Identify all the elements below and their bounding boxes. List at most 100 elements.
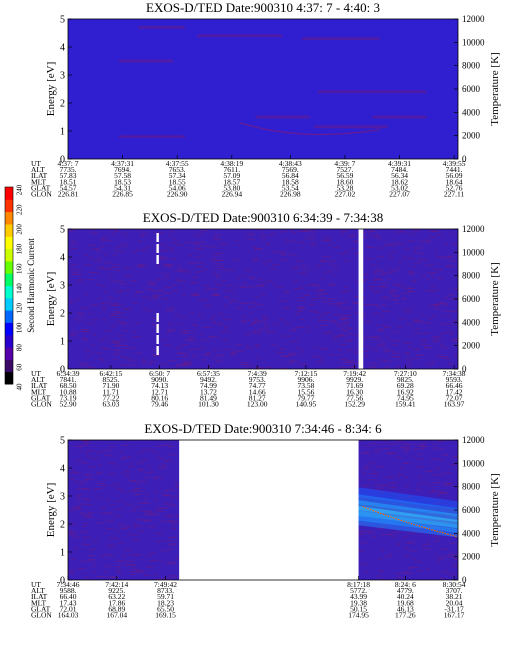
spectral-streak bbox=[344, 306, 353, 308]
spectral-streak bbox=[176, 280, 186, 282]
spectral-streak bbox=[219, 324, 223, 326]
spectral-streak bbox=[297, 230, 304, 232]
spectral-streak bbox=[436, 459, 445, 460]
spectral-streak bbox=[292, 232, 297, 233]
spectral-streak bbox=[110, 342, 118, 344]
spectral-streak bbox=[73, 480, 79, 482]
spectral-streak bbox=[446, 363, 454, 365]
orbit-value: 53.02 bbox=[391, 183, 408, 192]
spectral-streak bbox=[354, 295, 361, 297]
spectral-streak bbox=[369, 362, 378, 364]
spectral-streak bbox=[104, 240, 113, 242]
spectral-streak bbox=[404, 287, 413, 289]
spectral-streak bbox=[152, 354, 160, 356]
spectral-streak bbox=[426, 541, 430, 543]
spectral-streak bbox=[412, 457, 418, 459]
spectral-streak bbox=[377, 237, 381, 239]
spectral-streak bbox=[105, 528, 114, 530]
spectral-streak bbox=[155, 290, 165, 291]
orbit-value: 4779. bbox=[397, 586, 414, 595]
spectral-streak bbox=[245, 345, 249, 347]
spectral-streak bbox=[82, 338, 87, 340]
spectral-streak bbox=[155, 578, 164, 580]
spectral-streak bbox=[328, 260, 337, 262]
spectral-streak bbox=[440, 548, 449, 550]
spectral-streak bbox=[114, 465, 119, 467]
orbit-row-label: UT bbox=[31, 159, 41, 168]
colorbar-tick-label: 180 bbox=[16, 243, 24, 254]
spectral-streak bbox=[87, 477, 94, 479]
spectral-streak bbox=[421, 314, 425, 316]
orbit-row-label: ILAT bbox=[31, 381, 48, 390]
spectral-streak bbox=[108, 315, 114, 317]
spectral-streak bbox=[387, 278, 392, 280]
spectral-streak bbox=[431, 315, 437, 316]
orbit-row-label: ALT bbox=[31, 165, 45, 174]
spectral-streak bbox=[453, 288, 458, 289]
spectral-streak bbox=[452, 565, 458, 567]
spectral-streak bbox=[83, 474, 90, 476]
spectral-streak bbox=[320, 348, 327, 350]
orbit-value: 15.56 bbox=[297, 387, 314, 396]
spectral-streak bbox=[374, 451, 382, 453]
spectral-streak bbox=[355, 550, 364, 552]
spectral-streak bbox=[102, 302, 109, 304]
spectral-streak bbox=[381, 441, 389, 443]
spectral-streak bbox=[210, 318, 214, 320]
spectral-streak bbox=[102, 338, 109, 339]
spectral-streak bbox=[270, 233, 277, 235]
spectral-streak bbox=[220, 331, 229, 333]
spectral-streak bbox=[363, 321, 373, 323]
spectral-streak bbox=[139, 571, 147, 573]
spectral-streak bbox=[417, 476, 422, 478]
spectral-streak bbox=[120, 458, 127, 459]
spectral-streak bbox=[126, 347, 136, 349]
spectral-streak bbox=[181, 294, 186, 296]
spectral-streak bbox=[394, 532, 402, 534]
spectral-streak bbox=[390, 340, 400, 342]
orbit-value: 73.58 bbox=[297, 381, 314, 390]
spectral-streak bbox=[314, 325, 318, 327]
y-axis-label: Energy [eV] bbox=[45, 272, 57, 326]
spectral-streak bbox=[457, 546, 458, 548]
spectral-streak bbox=[161, 273, 170, 275]
spectral-streak bbox=[119, 525, 123, 527]
spectral-streak bbox=[342, 324, 349, 325]
spectral-streak bbox=[420, 322, 429, 324]
spectral-streak bbox=[234, 306, 243, 308]
spectral-streak bbox=[71, 532, 77, 534]
orbit-value: 5772. bbox=[350, 586, 367, 595]
spectral-streak bbox=[413, 319, 419, 321]
spectral-streak bbox=[270, 344, 278, 346]
spectral-streak bbox=[193, 324, 197, 325]
orbit-row-label: GLAT bbox=[31, 604, 51, 613]
spectral-streak bbox=[91, 344, 96, 346]
spectral-streak bbox=[248, 286, 256, 288]
spectral-streak bbox=[166, 247, 174, 249]
spectral-streak bbox=[381, 447, 390, 449]
spectral-feature bbox=[118, 59, 174, 63]
y2-tick-label: 12000 bbox=[462, 14, 485, 24]
orbit-value: 54.31 bbox=[114, 183, 131, 192]
spectral-streak bbox=[99, 245, 105, 247]
orbit-value: 227.02 bbox=[335, 190, 356, 199]
spectral-streak bbox=[379, 282, 389, 284]
spectral-streak bbox=[97, 472, 103, 473]
spectral-streak bbox=[112, 253, 117, 255]
spectral-streak bbox=[298, 308, 306, 310]
spectral-streak bbox=[119, 559, 124, 561]
spectral-streak bbox=[305, 295, 310, 296]
orbit-value: 9906. bbox=[297, 375, 314, 384]
spectral-streak bbox=[108, 546, 112, 548]
spectral-streak bbox=[154, 533, 163, 534]
spectral-streak bbox=[72, 470, 77, 472]
spectral-streak bbox=[397, 474, 404, 475]
orbit-value: 74.95 bbox=[397, 393, 414, 402]
colorbar-label: Second Harmonic Current bbox=[26, 238, 36, 333]
spectral-streak bbox=[175, 279, 182, 281]
spectral-streak bbox=[256, 367, 262, 369]
spectral-streak bbox=[455, 308, 458, 310]
spectral-streak bbox=[300, 297, 306, 299]
spectral-streak bbox=[231, 300, 239, 302]
spectral-streak bbox=[76, 499, 81, 501]
